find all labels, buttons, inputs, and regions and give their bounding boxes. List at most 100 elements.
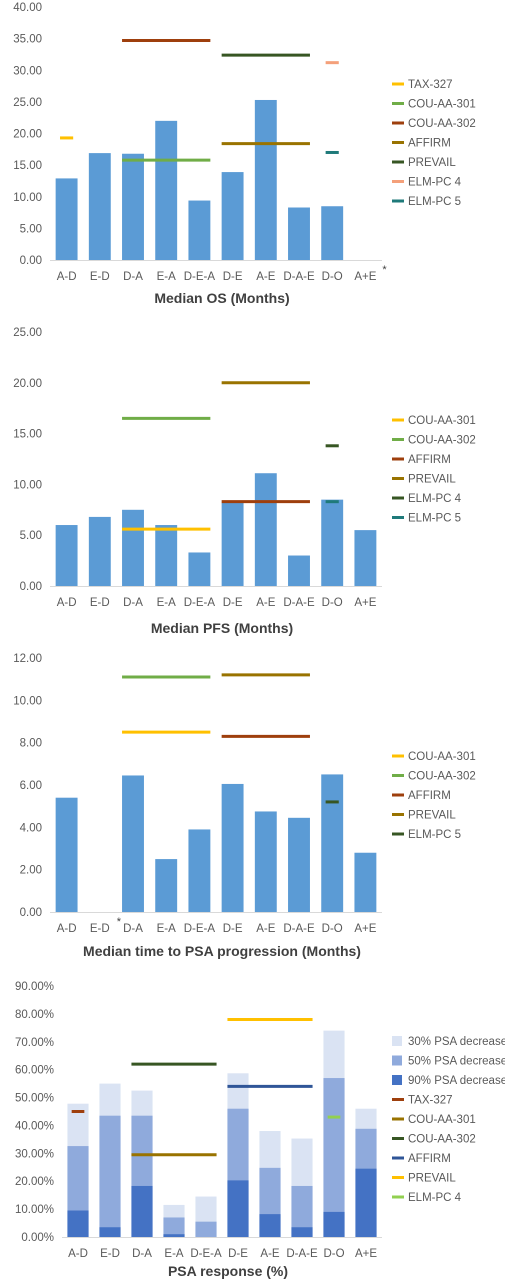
chart-title: PSA response (%) xyxy=(168,1263,288,1279)
y-tick-label: 25.00 xyxy=(13,97,42,109)
x-tick-label: D-O xyxy=(322,923,343,935)
chart-title: Median PFS (Months) xyxy=(151,620,293,636)
legend-label: PREVAIL xyxy=(408,1173,456,1185)
y-tick-label: 30.00% xyxy=(15,1148,54,1160)
legend-label: COU-AA-302 xyxy=(408,435,476,447)
y-tick-label: 20.00 xyxy=(13,378,42,390)
x-tick-label: D-O xyxy=(322,271,343,283)
x-tick-asterisk: * xyxy=(382,264,387,276)
x-tick-label: D-E-A xyxy=(184,597,216,609)
x-tick-label: A-D xyxy=(57,271,77,283)
y-tick-label: 5.00 xyxy=(20,223,42,235)
x-tick-label: D-E-A xyxy=(184,271,216,283)
legend-label: TAX-327 xyxy=(408,1095,453,1107)
x-tick-label: D-E xyxy=(223,271,243,283)
y-tick-label: 15.00 xyxy=(13,160,42,172)
bar-90-psa-decrease xyxy=(323,1211,345,1237)
bar xyxy=(122,775,144,912)
bar xyxy=(88,516,111,586)
legend-label: AFFIRM xyxy=(408,454,451,466)
bar-50-psa-decrease xyxy=(163,1217,185,1237)
legend-label: ELM-PC 5 xyxy=(408,829,461,841)
bar xyxy=(254,473,277,586)
x-tick-label: E-D xyxy=(100,1248,120,1260)
chart-1: 0.00 5.00 10.00 15.00 20.00 25.00 30.00 35.00 40… xyxy=(13,2,476,306)
bar-90-psa-decrease xyxy=(355,1168,377,1237)
x-tick-label: D-A-E xyxy=(283,923,315,935)
x-tick-label: E-A xyxy=(157,271,177,283)
x-tick-label: E-D xyxy=(90,923,110,935)
legend-label: 30% PSA decrease xyxy=(408,1036,505,1048)
bar-50-psa-decrease xyxy=(195,1221,217,1237)
legend-label: ELM-PC 4 xyxy=(408,493,462,505)
legend-label: ELM-PC 4 xyxy=(408,177,462,189)
bar xyxy=(321,774,344,912)
x-tick-label: D-A xyxy=(132,1248,152,1260)
x-tick-label: A-E xyxy=(256,271,276,283)
x-tick-label: E-D xyxy=(90,271,110,283)
y-tick-label: 0.00 xyxy=(20,255,42,267)
bar xyxy=(221,172,244,260)
y-tick-label: 2.00 xyxy=(20,865,42,877)
y-tick-label: 10.00% xyxy=(15,1204,54,1216)
y-tick-label: 20.00 xyxy=(13,129,42,141)
legend-label: TAX-327 xyxy=(408,79,453,91)
bar xyxy=(188,829,211,912)
bar xyxy=(122,153,144,260)
x-tick-label: D-E-A xyxy=(184,923,216,935)
bar-90-psa-decrease xyxy=(131,1185,153,1237)
bar xyxy=(221,502,244,586)
x-tick-label: A+E xyxy=(354,597,376,609)
y-tick-label: 5.00 xyxy=(20,530,42,542)
bar xyxy=(254,811,277,912)
y-tick-label: 10.00 xyxy=(13,192,42,204)
bar xyxy=(188,200,211,260)
bar xyxy=(122,509,144,586)
legend-label: COU-AA-302 xyxy=(408,118,476,130)
x-tick-label: E-D xyxy=(90,597,110,609)
legend-label: COU-AA-301 xyxy=(408,751,476,763)
x-tick-label: A+E xyxy=(354,923,376,935)
bar-90-psa-decrease xyxy=(259,1214,281,1237)
x-tick-label: D-O xyxy=(323,1248,344,1260)
y-tick-label: 40.00 xyxy=(13,2,42,14)
legend-label: AFFIRM xyxy=(408,790,451,802)
x-tick-label: E-A xyxy=(164,1248,184,1260)
y-tick-label: 15.00 xyxy=(13,429,42,441)
legend-label: AFFIRM xyxy=(408,138,451,150)
y-tick-label: 6.00 xyxy=(20,780,42,792)
y-tick-label: 20.00% xyxy=(15,1176,54,1188)
x-tick-label: A+E xyxy=(355,1248,377,1260)
bar xyxy=(321,499,344,586)
x-tick-label: A-E xyxy=(260,1248,280,1260)
y-tick-label: 0.00 xyxy=(20,907,42,919)
x-tick-label: A+E xyxy=(354,271,376,283)
x-tick-label: D-A xyxy=(123,597,143,609)
legend-label: AFFIRM xyxy=(408,1153,451,1165)
x-tick-label: E-A xyxy=(157,597,177,609)
x-tick-label: D-O xyxy=(322,597,343,609)
bar xyxy=(88,153,111,260)
legend-label: PREVAIL xyxy=(408,474,456,486)
y-tick-label: 80.00% xyxy=(15,1009,54,1021)
bar-50-psa-decrease xyxy=(99,1115,121,1237)
x-tick-label: D-E xyxy=(228,1248,248,1260)
y-tick-label: 35.00 xyxy=(13,34,42,46)
legend-swatch xyxy=(392,1055,402,1066)
legend-label: ELM-PC 5 xyxy=(408,196,461,208)
x-tick-label: D-A-E xyxy=(283,271,315,283)
x-tick-label: D-A-E xyxy=(286,1248,318,1260)
bar xyxy=(155,525,178,586)
x-tick-label: A-D xyxy=(57,597,77,609)
y-tick-label: 0.00 xyxy=(20,581,42,593)
bar-90-psa-decrease xyxy=(291,1227,313,1237)
legend-label: PREVAIL xyxy=(408,810,456,822)
bar xyxy=(354,530,377,586)
y-tick-label: 50.00% xyxy=(15,1093,54,1105)
y-tick-label: 40.00% xyxy=(15,1120,54,1132)
chart-title: Median time to PSA progression (Months) xyxy=(83,943,361,959)
bar xyxy=(254,99,277,260)
